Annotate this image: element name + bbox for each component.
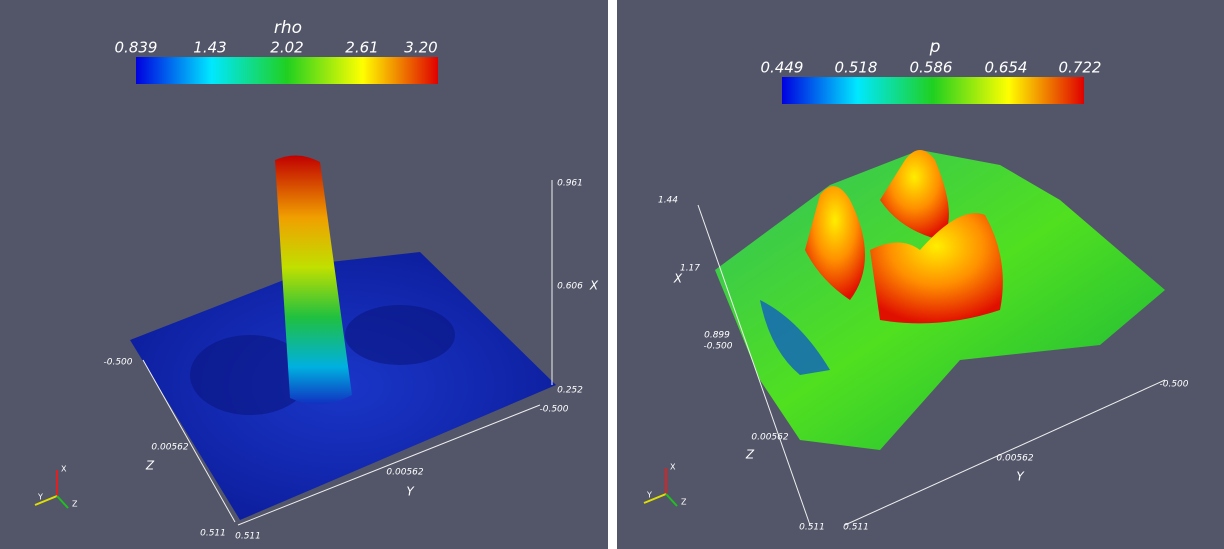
left-view: rho 0.839 1.43 2.02 2.61 3.20 0.961 0.60… xyxy=(0,0,608,549)
colorbar-title: p xyxy=(929,37,941,57)
triad-label: Y xyxy=(646,491,652,500)
triad-label: Y xyxy=(37,493,43,502)
axis-line xyxy=(697,204,811,526)
tick-label: 1.17 xyxy=(680,264,700,274)
colorbar-label: 0.722 xyxy=(1059,59,1102,77)
density-peak xyxy=(275,155,352,405)
tick-label: -0.500 xyxy=(103,358,132,368)
colorbar-label: 0.586 xyxy=(910,59,953,77)
surface-dip xyxy=(190,335,310,415)
colorbar-label: 0.654 xyxy=(985,59,1028,77)
triad-label: X xyxy=(670,463,676,472)
tick-label: 0.606 xyxy=(557,282,583,292)
tick-label: 0.00562 xyxy=(751,433,788,443)
axis-label: Z xyxy=(745,448,755,462)
axis-label: X xyxy=(673,272,683,286)
tick-label: 0.00562 xyxy=(151,443,188,453)
colorbar-label: 0.518 xyxy=(835,59,878,77)
tick-label: 0.252 xyxy=(557,386,583,396)
tick-label: 0.511 xyxy=(235,532,261,542)
colorbar-label: 2.02 xyxy=(270,39,303,57)
triad-axis xyxy=(643,493,667,504)
tick-label: 0.511 xyxy=(799,523,825,533)
tick-label: 0.00562 xyxy=(996,454,1033,464)
tick-label: -0.500 xyxy=(703,342,732,352)
orientation-triad: X Y Z xyxy=(34,465,78,509)
tick-label: -0.500 xyxy=(1159,380,1188,390)
surface-dip xyxy=(345,305,455,365)
surface-dip xyxy=(760,300,830,375)
surface-peak xyxy=(880,150,949,240)
colorbar xyxy=(782,77,1084,104)
colorbar-label: 2.61 xyxy=(345,39,378,57)
colorbar-label: 1.43 xyxy=(193,39,226,57)
axis-label: X xyxy=(589,279,599,293)
colorbar xyxy=(136,57,438,84)
right-view: p 0.449 0.518 0.586 0.654 0.722 1.44 1.1… xyxy=(617,0,1224,549)
colorbar-label: 3.20 xyxy=(404,39,437,57)
tick-label: 0.511 xyxy=(843,523,869,533)
triad-axis xyxy=(665,493,678,507)
surface-peak xyxy=(870,213,1003,324)
triad-axis xyxy=(56,495,69,509)
triad-label: Z xyxy=(681,498,687,507)
tick-label: -0.500 xyxy=(539,405,568,415)
colorbar-label: 0.449 xyxy=(761,59,804,77)
tick-label: 0.961 xyxy=(557,179,583,189)
axis-line xyxy=(142,359,236,523)
colorbar-title: rho xyxy=(274,18,302,38)
triad-label: Z xyxy=(72,500,78,509)
tick-label: 1.44 xyxy=(658,196,678,206)
tick-label: 0.00562 xyxy=(386,468,423,478)
surface-peak xyxy=(805,186,865,300)
axis-line xyxy=(237,404,541,526)
orientation-triad: X Y Z xyxy=(643,463,687,507)
axis-label: Z xyxy=(145,459,155,473)
axis-label: Y xyxy=(1016,470,1025,484)
axis-label: Y xyxy=(406,485,415,499)
tick-label: 0.511 xyxy=(200,529,226,539)
triad-label: X xyxy=(61,465,67,474)
colorbar-label: 0.839 xyxy=(115,39,158,57)
tick-label: 0.899 xyxy=(704,331,730,341)
axis-line xyxy=(844,379,1166,526)
triad-axis xyxy=(34,495,58,506)
